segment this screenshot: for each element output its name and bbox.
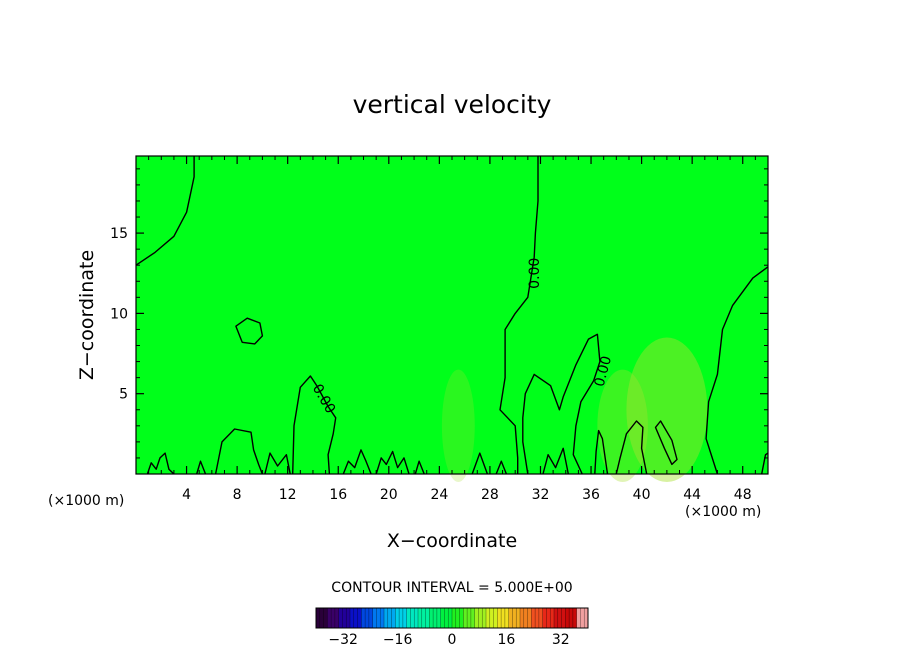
chart-title: vertical velocity (353, 90, 552, 119)
colorbar-swatch (497, 608, 510, 628)
plot-area (136, 156, 768, 474)
shade-blob (597, 369, 648, 483)
contour-line (414, 460, 425, 475)
colorbar-swatch (338, 608, 351, 628)
colorbar-swatch (316, 608, 328, 628)
colorbar-swatch (542, 608, 555, 628)
colorbar-swatch (372, 608, 385, 628)
colorbar-swatch (395, 608, 408, 628)
contour-line (264, 452, 291, 475)
contour-line (235, 317, 264, 345)
contour-line (292, 375, 337, 475)
colorbar-swatch (384, 608, 396, 628)
shade-blob (626, 337, 708, 483)
contour-line (522, 333, 601, 475)
colorbar-swatch (531, 608, 544, 628)
contour-line (342, 449, 372, 475)
y-axis-label: Z−coordinate (76, 250, 98, 380)
velocity-shading (441, 337, 708, 483)
colorbar-swatch (429, 608, 442, 628)
x-tick-label: 44 (683, 487, 701, 503)
colorbar-swatch (418, 608, 430, 628)
colorbar-swatch (508, 608, 521, 628)
x-tick-label: 16 (329, 487, 347, 503)
x-unit-left: (×1000 m) (48, 493, 124, 509)
contour-lines (135, 156, 769, 475)
x-tick-label: 40 (633, 487, 651, 503)
contour-line (542, 447, 569, 475)
y-tick-label: 10 (110, 306, 128, 322)
contour-line (146, 452, 175, 475)
contour-line (761, 452, 769, 475)
x-tick-label: 20 (380, 487, 398, 503)
colorbar-swatch (486, 608, 498, 628)
x-axis-ticks: 4 8 12 16 20 24 28 32 36 40 44 48 (148, 156, 756, 503)
x-tick-label: 36 (582, 487, 600, 503)
colorbar-tick-label: −16 (383, 632, 413, 648)
colorbar-tick-label: 0 (448, 632, 457, 648)
colorbar-swatch (327, 608, 340, 628)
colorbar-swatch (554, 608, 566, 628)
contour-interval-text: CONTOUR INTERVAL = 5.000E+00 (331, 580, 572, 596)
colorbar-swatch (576, 608, 589, 628)
y-tick-label: 5 (119, 387, 128, 403)
colorbar-tick-label: −32 (328, 632, 358, 648)
x-axis-label: X−coordinate (387, 530, 517, 552)
shade-blob (441, 369, 475, 483)
colorbar-swatch (452, 608, 464, 628)
x-unit-right: (×1000 m) (685, 504, 761, 520)
contour-line (135, 156, 195, 266)
x-tick-label: 8 (233, 487, 242, 503)
contour-line (654, 420, 678, 466)
colorbar-tick-labels: −32 −16 0 16 32 (328, 632, 569, 648)
contour-line (594, 429, 609, 475)
contour-line (495, 460, 508, 475)
colorbar (315, 607, 589, 629)
x-tick-label: 4 (182, 487, 191, 503)
x-tick-label: 24 (430, 487, 448, 503)
contour-line (705, 266, 769, 475)
colorbar-swatch (361, 608, 374, 628)
contour-line (471, 452, 489, 475)
y-tick-label: 15 (110, 226, 128, 242)
colorbar-swatch (440, 608, 453, 628)
colorbar-swatch (474, 608, 487, 628)
contour-label: 0.00 (527, 258, 543, 289)
colorbar-tick-label: 16 (497, 632, 515, 648)
y-axis-ticks: 5 10 15 (110, 168, 768, 459)
colorbar-swatch (463, 608, 476, 628)
contour-line (615, 420, 648, 475)
contour-line (499, 156, 539, 474)
contour-line (196, 460, 207, 475)
contour-line (214, 428, 264, 475)
colorbar-frame (315, 607, 589, 629)
x-tick-label: 28 (481, 487, 499, 503)
x-tick-label: 48 (734, 487, 752, 503)
colorbar-swatch (350, 608, 362, 628)
contour-label: 0.00 (592, 354, 616, 388)
colorbar-swatch (520, 608, 532, 628)
colorbar-tick-label: 32 (552, 632, 570, 648)
x-tick-label: 12 (279, 487, 297, 503)
colorbar-swatch (406, 608, 419, 628)
colorbar-swatch (565, 608, 578, 628)
x-tick-label: 32 (532, 487, 550, 503)
contour-line (375, 450, 410, 475)
